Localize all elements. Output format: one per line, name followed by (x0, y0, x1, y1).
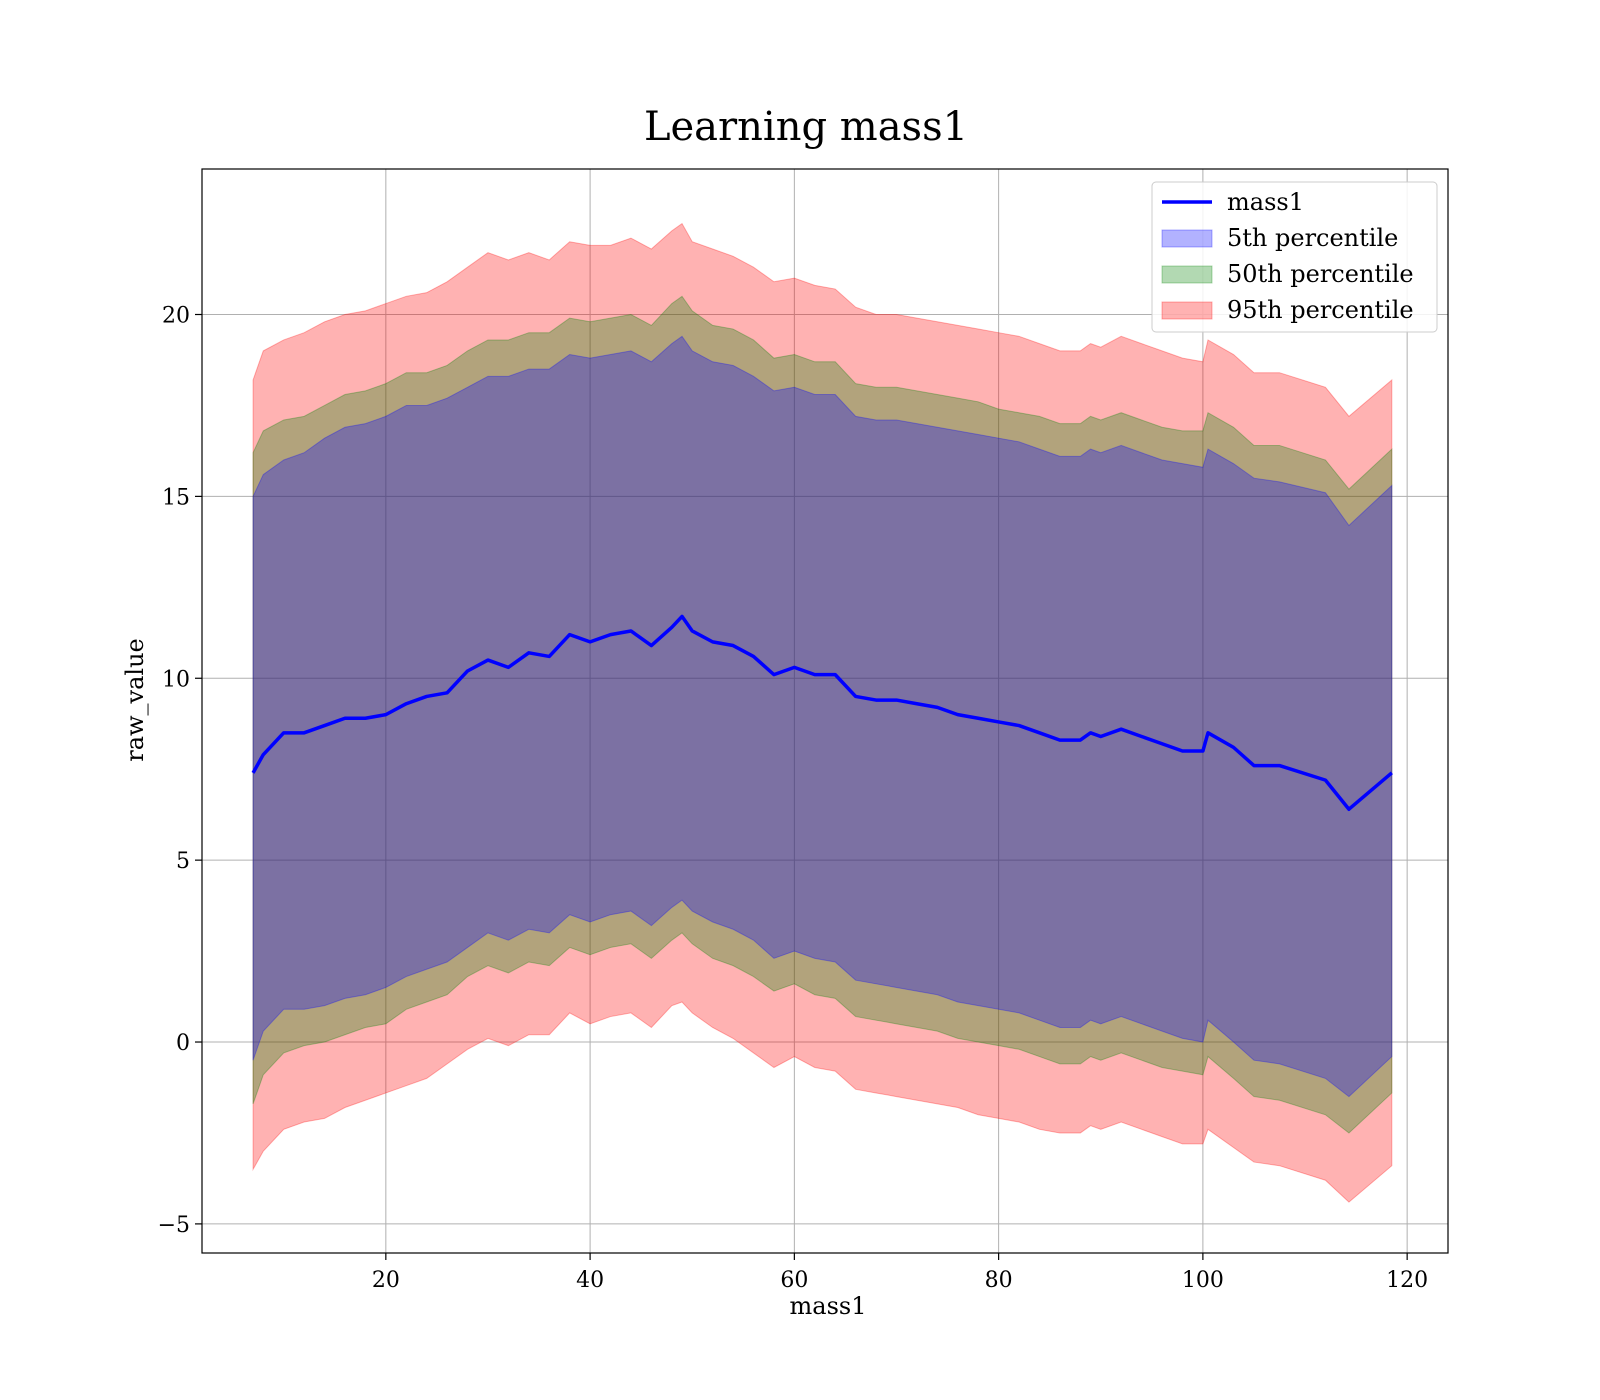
series-lines (251, 614, 1393, 811)
legend-swatch-band (1161, 229, 1213, 248)
band-95th-percentile (252, 222, 1393, 1203)
band-50th-percentile (252, 295, 1393, 1134)
legend-label: mass1 (1227, 188, 1304, 216)
percentile-bands (252, 222, 1393, 1203)
legend-swatch-band (1161, 301, 1213, 320)
y-tick-label: 0 (176, 1031, 190, 1056)
y-tick-label: −5 (158, 1213, 190, 1238)
y-tick-label: 15 (162, 485, 190, 510)
plot-frame (201, 168, 1449, 1254)
x-ticks: 20 40 60 80 100 120 (372, 1253, 1428, 1293)
legend-swatch-band (1161, 265, 1213, 284)
x-tick-label: 100 (1182, 1268, 1224, 1293)
x-tick-label: 80 (985, 1268, 1013, 1293)
legend: mass1 5th percentile 50th percentile 95th p… (1151, 181, 1438, 333)
y-axis-label: raw_value (121, 638, 149, 762)
y-tick-label: 5 (176, 849, 190, 874)
x-tick-label: 60 (780, 1268, 808, 1293)
chart-title: Learning mass1 (644, 104, 968, 150)
x-axis-label: mass1 (790, 1292, 867, 1320)
band-5th-percentile (252, 335, 1393, 1098)
grid (202, 169, 1448, 1253)
legend-label: 50th percentile (1227, 260, 1414, 288)
y-tick-label: 10 (162, 667, 190, 692)
y-ticks: −5 0 5 10 15 20 (158, 304, 202, 1238)
x-tick-label: 120 (1386, 1268, 1428, 1293)
x-tick-label: 40 (576, 1268, 604, 1293)
legend-label: 5th percentile (1227, 224, 1398, 252)
legend-label: 95th percentile (1227, 296, 1414, 324)
series-line-mass1 (251, 614, 1393, 811)
y-tick-label: 20 (162, 304, 190, 329)
legend-box (1151, 181, 1438, 333)
x-tick-label: 20 (372, 1268, 400, 1293)
